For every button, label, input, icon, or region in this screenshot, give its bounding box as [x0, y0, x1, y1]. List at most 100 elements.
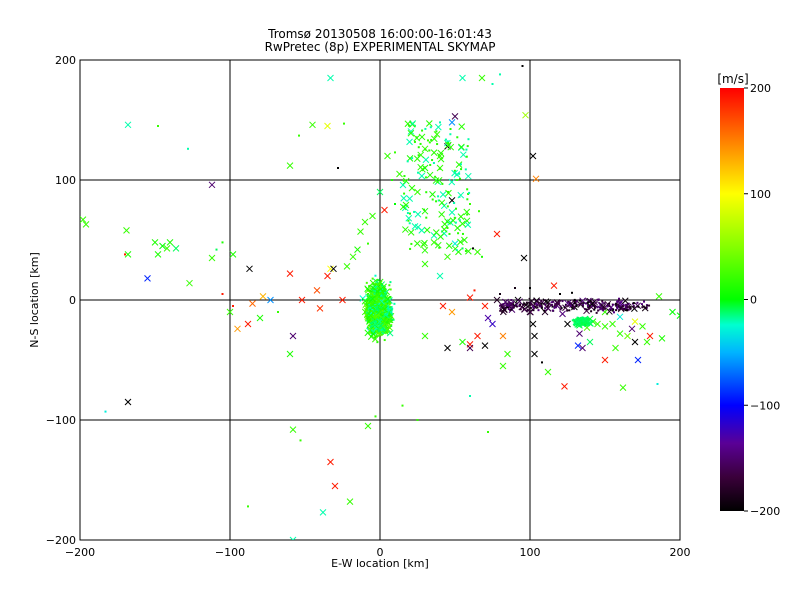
data-point	[489, 320, 496, 328]
data-point	[602, 308, 605, 311]
data-point	[449, 133, 452, 136]
data-point	[544, 303, 547, 306]
data-point	[499, 304, 502, 307]
data-point	[221, 293, 224, 295]
data-point	[324, 122, 331, 130]
data-point	[606, 305, 609, 308]
data-point	[379, 286, 382, 289]
data-point	[376, 188, 384, 196]
data-point	[244, 320, 252, 328]
data-point	[376, 278, 384, 286]
data-point	[316, 305, 324, 312]
data-point	[383, 339, 386, 342]
data-point	[373, 318, 376, 321]
data-point	[499, 332, 507, 340]
data-point	[624, 332, 631, 340]
data-point	[368, 327, 371, 330]
data-point	[512, 303, 515, 306]
data-point	[384, 152, 391, 160]
data-point	[432, 161, 435, 164]
data-point	[357, 228, 364, 235]
data-point	[441, 220, 449, 228]
data-point	[456, 136, 459, 139]
data-point	[531, 350, 538, 358]
data-point	[559, 293, 561, 295]
data-point	[521, 65, 524, 67]
data-point	[289, 332, 297, 340]
data-point	[399, 181, 407, 189]
data-point	[481, 342, 489, 349]
data-point	[431, 198, 434, 201]
data-point	[154, 251, 162, 258]
data-point	[599, 307, 602, 310]
data-point	[655, 293, 663, 300]
data-point	[582, 303, 585, 306]
data-point	[616, 306, 619, 309]
data-point	[521, 306, 528, 313]
data-point	[427, 139, 429, 142]
data-point	[343, 263, 351, 270]
data-point	[447, 190, 450, 193]
data-point	[493, 296, 501, 304]
data-point	[514, 287, 516, 289]
data-point	[431, 159, 434, 162]
x-tick-label: −200	[65, 546, 95, 559]
data-point	[631, 318, 639, 325]
data-point	[367, 301, 370, 304]
data-point	[534, 305, 537, 308]
data-point	[418, 227, 426, 234]
data-point	[574, 342, 582, 349]
data-point	[453, 169, 456, 172]
y-tick-label: 200	[55, 54, 76, 67]
data-point	[378, 334, 381, 337]
data-point	[603, 302, 606, 305]
data-point	[548, 302, 551, 305]
data-point	[377, 328, 380, 331]
data-point	[377, 322, 385, 330]
data-point	[454, 207, 457, 210]
data-point	[234, 325, 241, 333]
data-point	[411, 223, 419, 230]
data-point	[648, 304, 651, 307]
data-point	[597, 299, 600, 302]
x-tick-label: −100	[215, 546, 245, 559]
data-point	[394, 203, 396, 205]
data-point	[380, 329, 383, 332]
data-point	[186, 279, 193, 287]
colorbar-tick-label: −200	[750, 505, 780, 518]
data-point	[582, 318, 590, 325]
data-point	[374, 310, 377, 313]
data-point	[424, 176, 427, 179]
colorbar-tick-label: −100	[750, 399, 780, 412]
data-point	[411, 157, 414, 160]
data-point	[448, 209, 456, 216]
data-point	[208, 254, 216, 262]
data-point	[421, 246, 429, 254]
data-point	[524, 303, 527, 306]
data-point	[627, 308, 630, 311]
data-point	[371, 309, 374, 312]
data-point	[327, 265, 334, 273]
data-point	[232, 305, 234, 307]
data-point	[374, 274, 377, 277]
data-point	[370, 313, 378, 321]
data-point	[439, 302, 447, 310]
data-point	[616, 330, 624, 337]
colorbar: [m/s] 200 100 0 −100 −200	[717, 72, 780, 518]
plot-area: −200 −100 0 100 200 −200 −100 0 100 200	[46, 54, 691, 559]
data-point	[327, 458, 334, 466]
data-point	[544, 307, 547, 310]
data-point	[576, 319, 579, 322]
data-point	[390, 324, 393, 327]
data-point	[616, 300, 619, 303]
data-point	[581, 319, 584, 322]
data-point	[461, 247, 464, 250]
data-point	[587, 301, 590, 304]
data-point	[385, 323, 393, 331]
data-point	[578, 303, 581, 306]
data-point	[440, 202, 448, 210]
data-point	[491, 83, 494, 85]
data-point	[402, 177, 410, 185]
data-point	[299, 439, 302, 442]
data-point	[646, 332, 654, 340]
